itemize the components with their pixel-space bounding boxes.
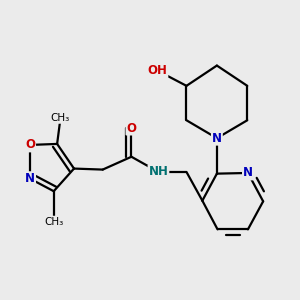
Text: O: O <box>126 122 136 134</box>
Text: O: O <box>25 138 35 152</box>
Text: OH: OH <box>148 64 167 77</box>
Text: NH: NH <box>148 166 168 178</box>
Text: CH₃: CH₃ <box>44 217 63 226</box>
Text: N: N <box>243 167 253 179</box>
Text: CH₃: CH₃ <box>51 113 70 123</box>
Text: N: N <box>212 132 222 145</box>
Text: N: N <box>25 172 35 185</box>
